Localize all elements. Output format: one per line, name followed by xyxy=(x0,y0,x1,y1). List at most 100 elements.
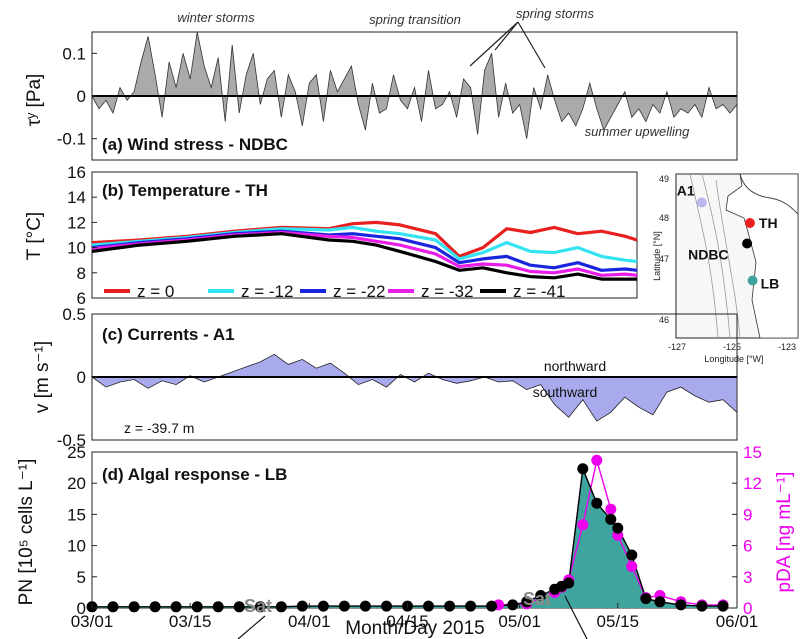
pn-point xyxy=(254,601,266,613)
xtick-label: 04/15 xyxy=(386,612,429,631)
pn-point xyxy=(212,601,224,613)
panel-c-ylabel: v [m s⁻¹] xyxy=(32,341,53,413)
annot-summer-upwelling: summer upwelling xyxy=(585,124,691,139)
sat-label-1: Sat xyxy=(244,596,272,616)
panel-a-title: (a) Wind stress - NDBC xyxy=(102,135,288,154)
ytick-label: 0 xyxy=(77,599,86,618)
ytick-label: 10 xyxy=(67,239,86,258)
station-label-th: TH xyxy=(759,215,778,231)
annot-spring-transition: spring transition xyxy=(369,12,461,27)
panel-b: 6 8 10 12 14 16 (b) Temperature - TH T [°C] z… xyxy=(24,163,638,308)
ytick-label: 10 xyxy=(67,537,86,556)
panel-d-yticks: 0 5 10 15 20 25 xyxy=(67,443,97,618)
panel-b-marks xyxy=(91,220,638,281)
temperature-line-4 xyxy=(91,232,637,281)
pda-point xyxy=(577,519,589,531)
ytick-label: 6 xyxy=(77,289,86,308)
legend-label-3: z = -32 xyxy=(421,282,473,301)
panel-a-ylabel: τʸ [Pa] xyxy=(24,74,45,127)
map-inset: A1 TH NDBC LB 49 48 47 46 -127 -125 -123 Lo… xyxy=(652,173,799,364)
pn-point xyxy=(317,600,329,612)
pn-point xyxy=(612,522,624,534)
pn-point xyxy=(626,549,638,561)
legend-label-4: z = -41 xyxy=(513,282,565,301)
xtick-label: 04/01 xyxy=(288,612,331,631)
ytick-label: 8 xyxy=(77,264,86,283)
panel-c-yticks: 0.5 0 -0.5 xyxy=(57,305,97,450)
spring-storms-pointers xyxy=(469,21,546,69)
pda-point xyxy=(626,560,638,572)
xtick-label: 06/01 xyxy=(716,612,759,631)
pn-point xyxy=(507,599,519,611)
ytick-label: 0 xyxy=(743,599,752,618)
panel-d-y2ticks: 0 3 6 9 12 15 xyxy=(732,443,762,618)
map-lon-tick-123: -123 xyxy=(778,342,796,352)
ytick-label: 9 xyxy=(743,505,752,524)
pn-point xyxy=(128,601,140,613)
panel-c-title: (c) Currents - A1 xyxy=(102,325,235,344)
ytick-label: -0.1 xyxy=(57,130,86,149)
panel-c: 0.5 0 -0.5 (c) Currents - A1 v [m s⁻¹] z =… xyxy=(32,305,738,450)
annot-winter-storms: winter storms xyxy=(177,10,255,25)
station-marker-a1 xyxy=(696,197,707,208)
panel-b-title: (b) Temperature - TH xyxy=(102,181,268,200)
map-lon-tick-127: -127 xyxy=(668,342,686,352)
station-label-lb: LB xyxy=(761,276,780,292)
map-lon-tick-125: -125 xyxy=(723,342,741,352)
pn-point xyxy=(170,601,182,613)
annot-northward: northward xyxy=(544,358,606,374)
pn-point xyxy=(591,497,603,509)
xtick-label: 05/15 xyxy=(597,612,640,631)
map-stations: A1 TH NDBC LB xyxy=(677,183,779,292)
pn-point xyxy=(275,601,287,613)
legend-label-1: z = -12 xyxy=(241,282,293,301)
pn-point xyxy=(465,600,477,612)
station-marker-lb xyxy=(747,275,758,286)
pn-point xyxy=(486,600,498,612)
panel-a-yticks: 0.1 0 -0.1 xyxy=(57,44,97,149)
pn-point xyxy=(444,600,456,612)
panel-a-marks xyxy=(91,31,738,139)
ytick-label: 14 xyxy=(67,188,86,207)
annot-spring-storms: spring storms xyxy=(516,6,595,21)
pn-point xyxy=(521,596,533,608)
map-lon-label: Longitude [°W] xyxy=(704,354,763,364)
panel-c-marks xyxy=(90,353,738,422)
xtick-label: 05/01 xyxy=(498,612,541,631)
pn-point xyxy=(563,577,575,589)
ytick-label: 0.1 xyxy=(62,44,86,63)
panel-d-xticks: 03/01 03/15 04/01 04/15 05/01 05/15 06/01 xyxy=(71,603,759,631)
map-lat-label: Latitude [°N] xyxy=(652,231,662,281)
pda-point xyxy=(605,503,617,515)
panel-d: 0 5 10 15 20 25 0 3 6 9 12 15 03/01 03/15 04/01 04/15… xyxy=(16,443,795,639)
ytick-label: 5 xyxy=(77,568,86,587)
panel-d-y2label: pDA [ng mL⁻¹] xyxy=(774,472,795,593)
ytick-label: 15 xyxy=(67,505,86,524)
pn-point xyxy=(696,600,708,612)
map-lat-tick-48: 48 xyxy=(659,213,669,223)
panel-c-depth: z = -39.7 m xyxy=(124,420,194,436)
pn-point xyxy=(296,600,308,612)
panel-b-ylabel: T [°C] xyxy=(24,212,45,260)
pda-point xyxy=(591,454,603,466)
map-strait xyxy=(739,173,799,215)
pn-point xyxy=(381,600,392,612)
ytick-label: 20 xyxy=(67,474,86,493)
pn-point xyxy=(233,601,245,613)
ytick-label: 3 xyxy=(743,568,752,587)
pn-point xyxy=(577,463,589,475)
ytick-label: 15 xyxy=(743,443,762,462)
pn-point xyxy=(107,601,119,613)
ytick-label: -0.5 xyxy=(57,431,86,450)
pn-point xyxy=(423,600,434,612)
ytick-label: 6 xyxy=(743,537,752,556)
ytick-label: 16 xyxy=(67,163,86,182)
pn-area xyxy=(92,468,723,608)
pn-point xyxy=(191,601,203,613)
pn-point xyxy=(535,590,547,601)
legend-label-2: z = -22 xyxy=(333,282,385,301)
map-lat-tick-47: 47 xyxy=(659,254,669,264)
panel-b-legend: z = 0 z = -12 z = -22 z = -32 z = -41 xyxy=(104,282,565,301)
ytick-label: 12 xyxy=(743,474,762,493)
